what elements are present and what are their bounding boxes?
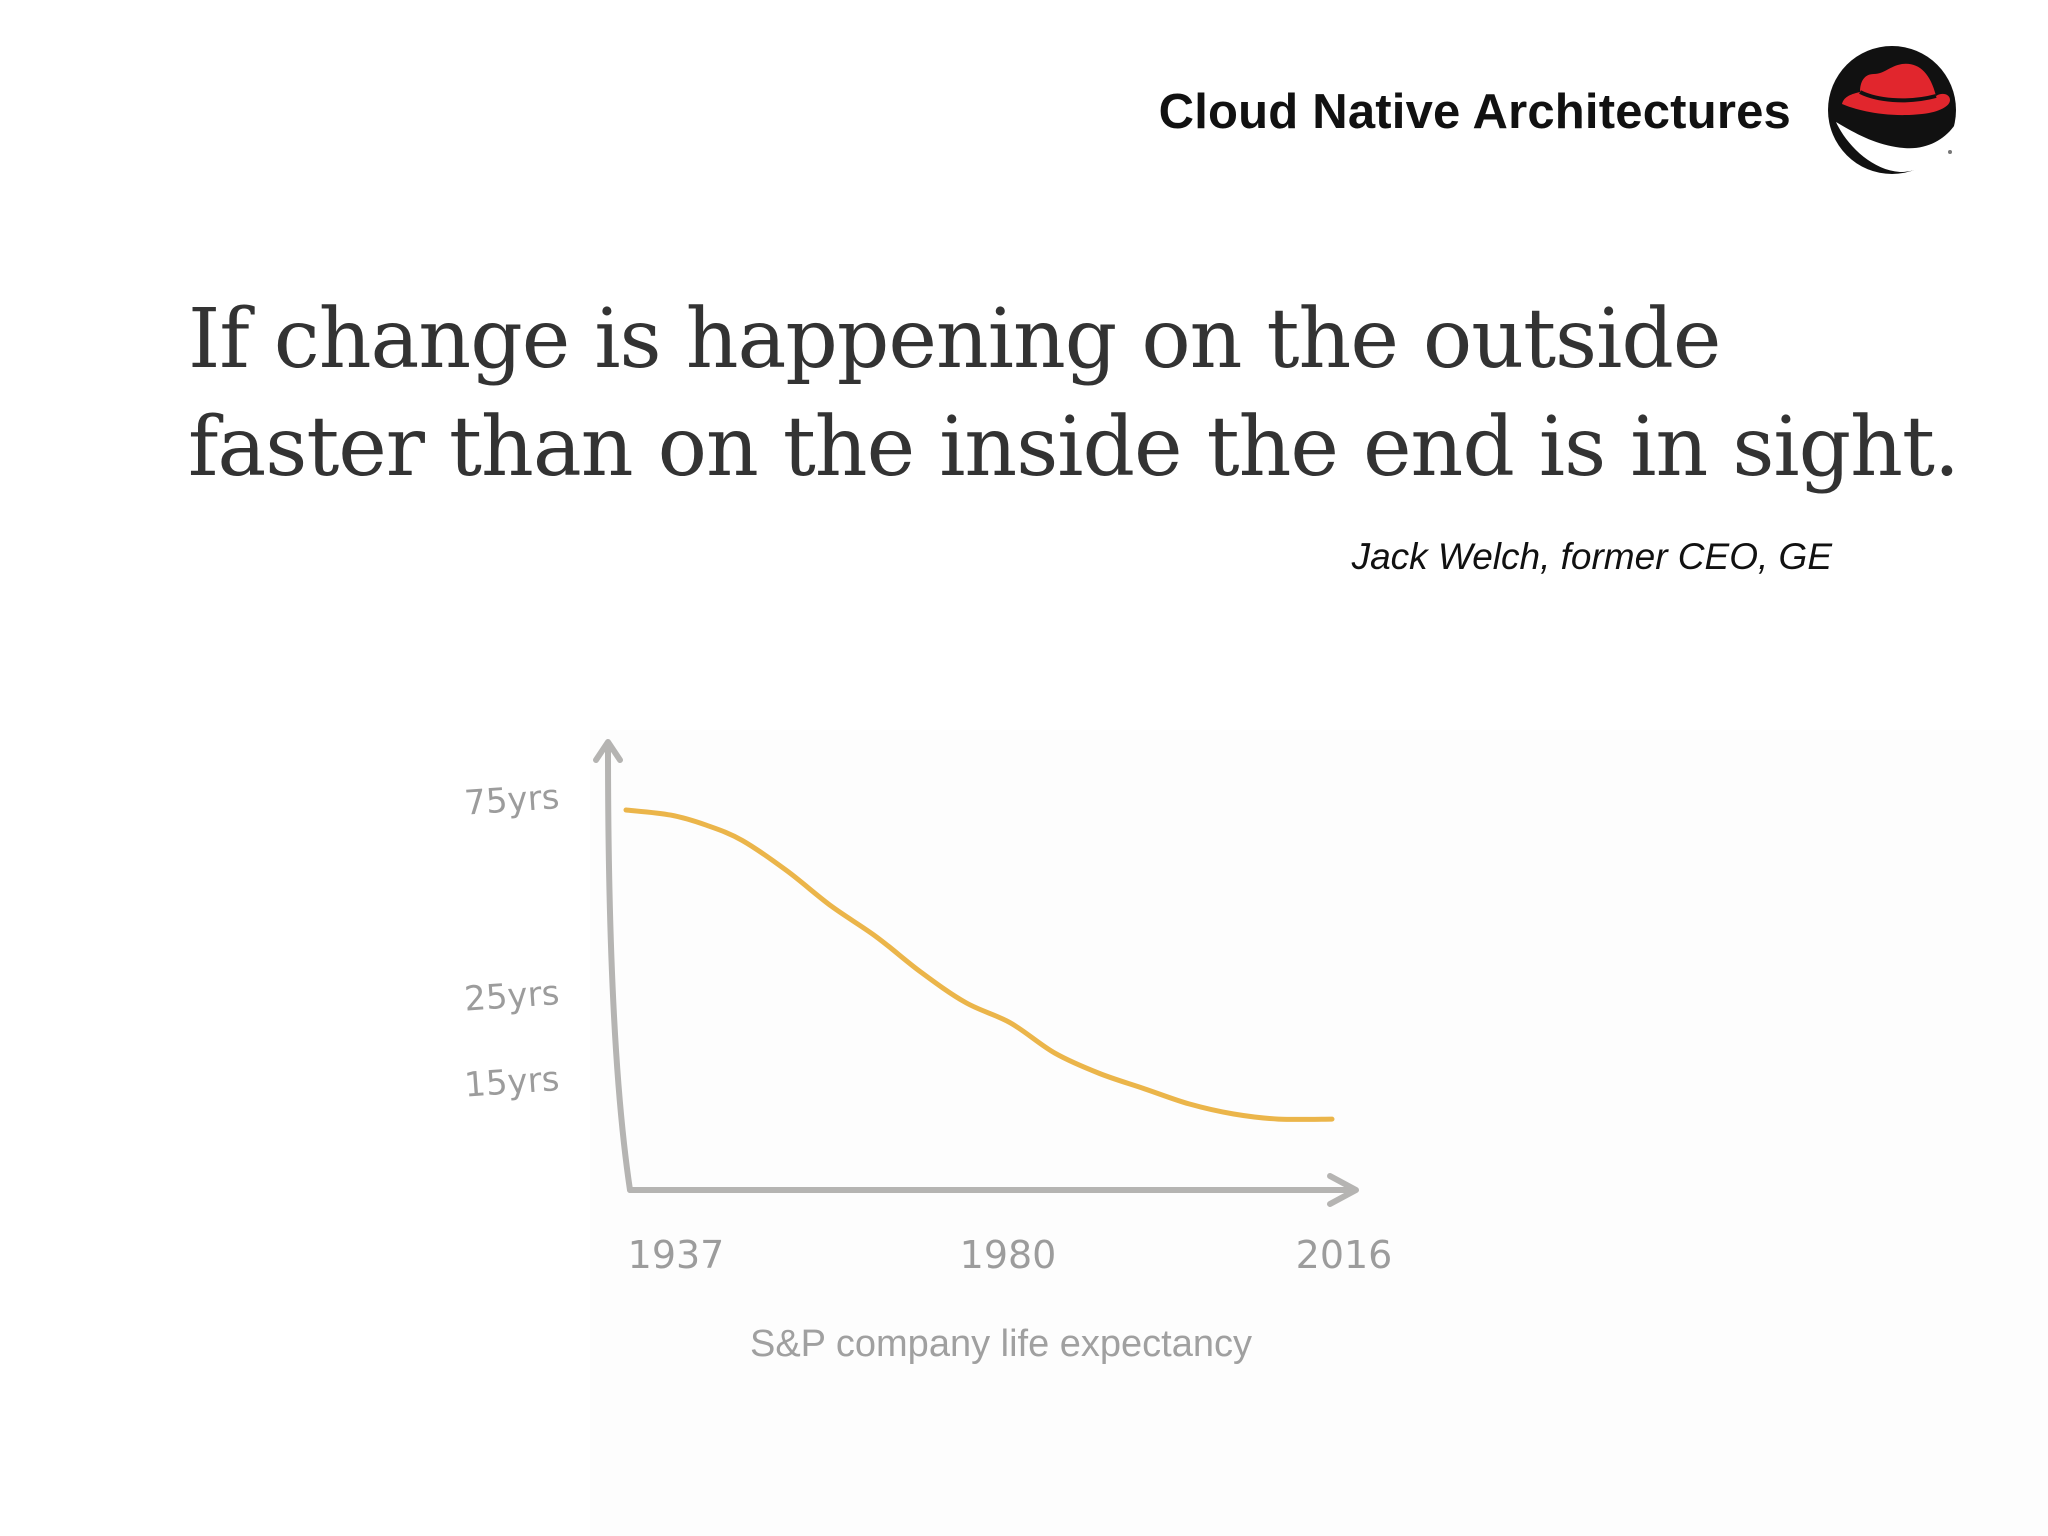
quote-line-1: If change is happening on the outside (188, 292, 1721, 387)
x-axis-arrow (1327, 1173, 1359, 1207)
y-tick-label: 75yrs (463, 777, 561, 824)
chart-labels: 75yrs 25yrs 15yrs 1937 1980 2016 S&P company l… (463, 777, 1392, 1365)
x-tick-label: 2016 (1296, 1233, 1393, 1277)
y-tick-label: 25yrs (463, 973, 561, 1020)
chart-axes (593, 739, 1359, 1207)
chart-series (623, 807, 1335, 1122)
quote-line-2: faster than on the inside the end is in … (188, 400, 1960, 495)
chart-caption: S&P company life expectancy (750, 1323, 1252, 1365)
x-tick-label: 1937 (628, 1233, 725, 1277)
y-axis-arrow (593, 739, 623, 763)
chart-panel (590, 730, 2048, 1536)
quote-text: If change is happening on the outside fa… (188, 286, 1960, 502)
red-hat-shadowman-icon (1828, 46, 1956, 174)
quote-attribution: Jack Welch, former CEO, GE (1351, 536, 1832, 577)
y-axis-line (605, 745, 633, 1193)
series-line-0 (623, 807, 1335, 1122)
x-tick-label: 1980 (960, 1233, 1057, 1277)
slide-header-title: Cloud Native Architectures (1158, 85, 1791, 139)
y-tick-label: 15yrs (463, 1059, 561, 1106)
